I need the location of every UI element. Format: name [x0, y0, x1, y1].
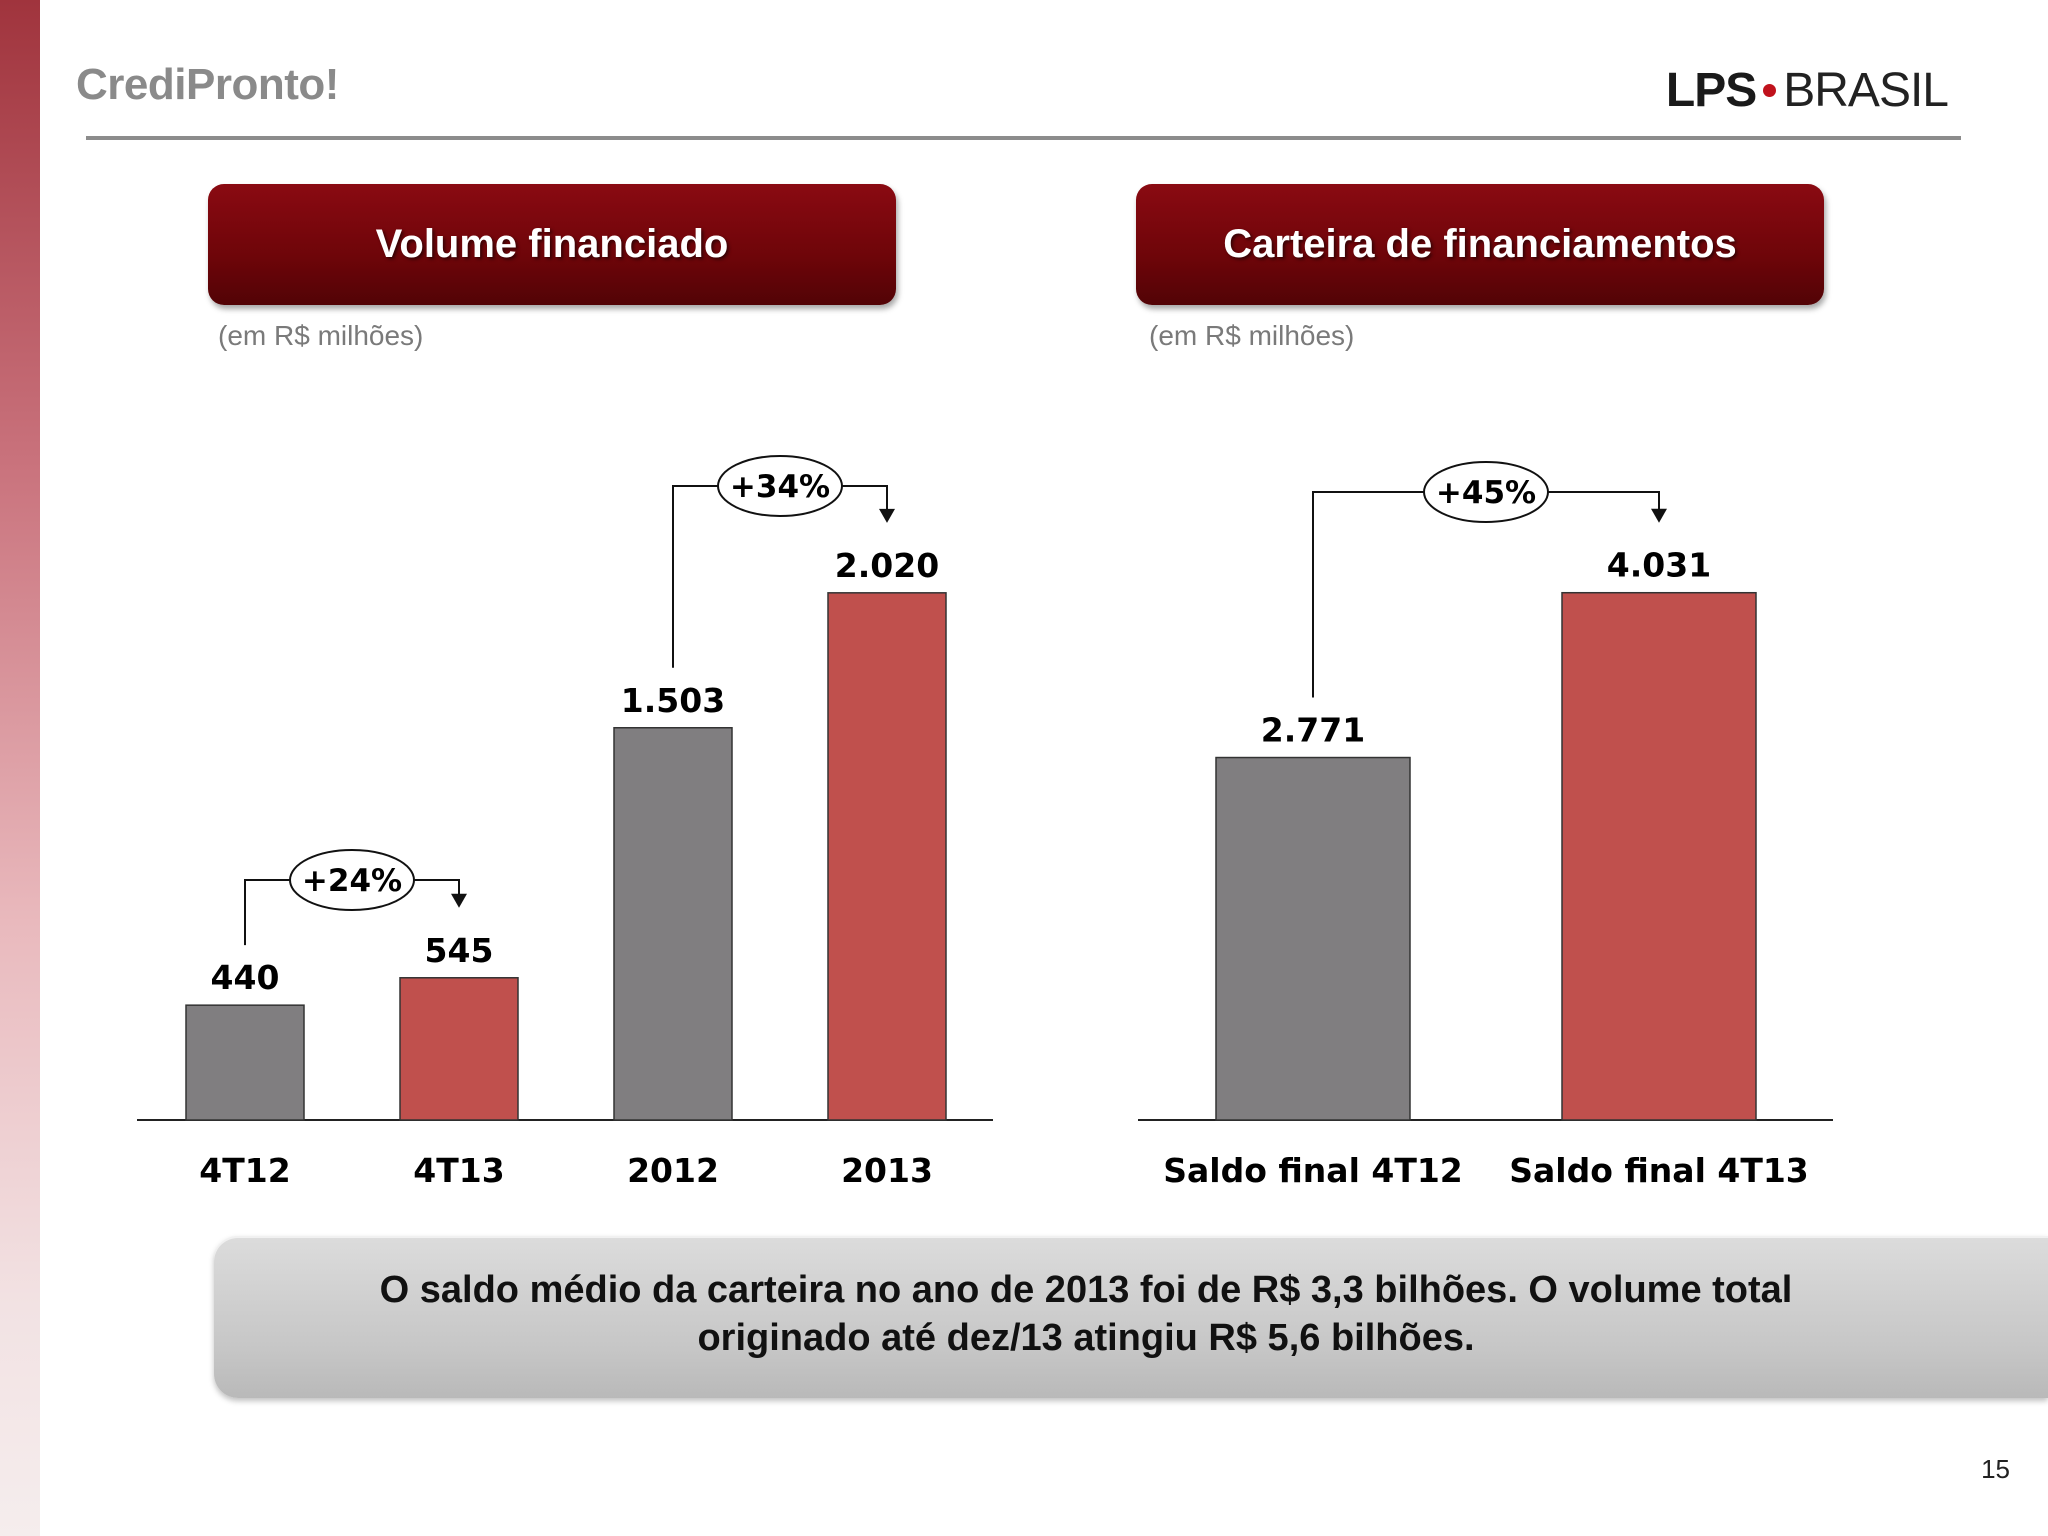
portfolio-chart-unit-note: (em R$ milhões) — [1149, 320, 1355, 351]
portfolio-category-label-1: Saldo final 4T13 — [1509, 1151, 1809, 1190]
volume-growth-label-1: +34% — [730, 469, 830, 505]
page-number: 15 — [1981, 1454, 2010, 1484]
company-logo: LPS BRASIL — [1665, 62, 1949, 118]
portfolio-bar-1 — [1561, 591, 1757, 1121]
volume-value-label-1: 545 — [425, 931, 494, 970]
title-divider — [86, 136, 1961, 140]
volume-bar-3 — [827, 592, 947, 1121]
summary-text: O saldo médio da carteira no ano de 2013… — [214, 1266, 1958, 1362]
portfolio-growth-oval-0 — [1423, 461, 1549, 523]
side-stripe — [0, 0, 40, 1536]
volume-category-label-3: 2013 — [841, 1151, 933, 1190]
volume-value-label-3: 2.020 — [835, 546, 939, 585]
volume-bar-2 — [613, 727, 733, 1121]
volume-category-label-0: 4T12 — [199, 1151, 290, 1190]
portfolio-value-label-0: 2.771 — [1261, 711, 1365, 750]
volume-bar-0 — [185, 1004, 305, 1121]
volume-category-label-1: 4T13 — [413, 1151, 504, 1190]
volume-value-label-2: 1.503 — [621, 681, 725, 720]
logo-dot-icon — [1763, 83, 1777, 97]
logo-text-right: BRASIL — [1783, 63, 1949, 117]
volume-growth-label-0: +24% — [302, 863, 402, 899]
portfolio-bar-0 — [1215, 756, 1411, 1121]
portfolio-growth-arrowhead-0 — [1651, 508, 1667, 523]
slide-title: CrediPronto! — [76, 60, 339, 109]
volume-growth-arrowhead-0 — [451, 893, 467, 908]
volume-growth-oval-0 — [289, 849, 415, 911]
portfolio-category-label-0: Saldo final 4T12 — [1163, 1151, 1463, 1190]
portfolio-growth-label-0: +45% — [1436, 475, 1536, 511]
summary-box — [214, 1236, 2048, 1398]
volume-chart-title: Volume financiado — [208, 184, 896, 305]
summary-line-1: O saldo médio da carteira no ano de 2013… — [379, 1269, 1793, 1311]
volume-chart-unit-note: (em R$ milhões) — [218, 320, 424, 351]
volume-growth-arrowhead-1 — [879, 508, 895, 523]
portfolio-chart-title: Carteira de financiamentos — [1136, 184, 1824, 305]
portfolio-value-label-1: 4.031 — [1607, 546, 1711, 585]
volume-category-label-2: 2012 — [627, 1151, 719, 1190]
volume-value-label-0: 440 — [211, 958, 280, 997]
volume-bar-1 — [399, 977, 519, 1121]
volume-growth-oval-1 — [717, 455, 843, 517]
summary-line-2: originado até dez/13 atingiu R$ 5,6 bilh… — [697, 1317, 1475, 1359]
logo-text-left: LPS — [1665, 63, 1757, 117]
